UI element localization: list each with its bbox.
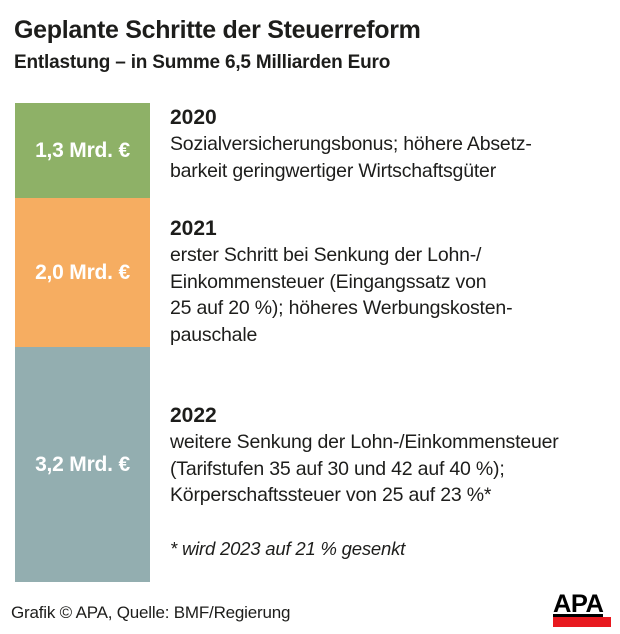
section-2021: 2021 erster Schritt bei Senkung der Lohn… bbox=[170, 216, 610, 348]
section-2022-text-line: weitere Senkung der Lohn-/Einkommensteue… bbox=[170, 431, 559, 453]
section-2022: 2022 weitere Senkung der Lohn-/Einkommen… bbox=[170, 403, 610, 509]
apa-logo: APA bbox=[553, 590, 611, 627]
section-2021-year: 2021 bbox=[170, 217, 217, 240]
page-subtitle: Entlastung – in Summe 6,5 Milliarden Eur… bbox=[14, 52, 391, 73]
source-credit: Grafik © APA, Quelle: BMF/Regierung bbox=[11, 603, 291, 622]
bar-segment-2021-value: 2,0 Mrd. € bbox=[35, 260, 130, 284]
section-2020: 2020 Sozialversicherungsbonus; höhere Ab… bbox=[170, 105, 610, 184]
bar-segment-2021: 2,0 Mrd. € bbox=[15, 198, 150, 347]
section-2021-text-line: Einkommensteuer (Eingangssatz von bbox=[170, 270, 487, 293]
stacked-bar: 1,3 Mrd. € 2,0 Mrd. € 3,2 Mrd. € bbox=[15, 103, 150, 582]
section-2022-year: 2022 bbox=[170, 404, 217, 427]
section-2021-text-line: pauschale bbox=[170, 323, 258, 346]
section-2020-year: 2020 bbox=[170, 106, 217, 129]
section-2022-text-line: (Tarifstufen 35 auf 30 und 42 auf 40 %); bbox=[170, 457, 505, 480]
footnote: * wird 2023 auf 21 % gesenkt bbox=[170, 538, 406, 559]
section-2020-text-line: Sozialversicherungsbonus; höhere Absetz- bbox=[170, 133, 532, 155]
apa-logo-red-bar bbox=[553, 617, 611, 627]
section-2020-text-line: barkeit geringwertiger Wirtschaftsgüter bbox=[170, 159, 496, 182]
apa-logo-text: APA bbox=[553, 590, 604, 618]
section-2021-text-line: 25 auf 20 %); höheres Werbungskosten- bbox=[170, 297, 513, 319]
page-title: Geplante Schritte der Steuerreform bbox=[14, 16, 421, 44]
section-2021-text-line: erster Schritt bei Senkung der Lohn-/ bbox=[170, 244, 482, 266]
section-2022-text-line: Körperschaftssteuer von 25 auf 23 %* bbox=[170, 484, 492, 506]
bar-segment-2020-value: 1,3 Mrd. € bbox=[35, 138, 130, 162]
bar-segment-2022-value: 3,2 Mrd. € bbox=[35, 452, 130, 476]
bar-segment-2020: 1,3 Mrd. € bbox=[15, 103, 150, 198]
bar-segment-2022: 3,2 Mrd. € bbox=[15, 347, 150, 582]
